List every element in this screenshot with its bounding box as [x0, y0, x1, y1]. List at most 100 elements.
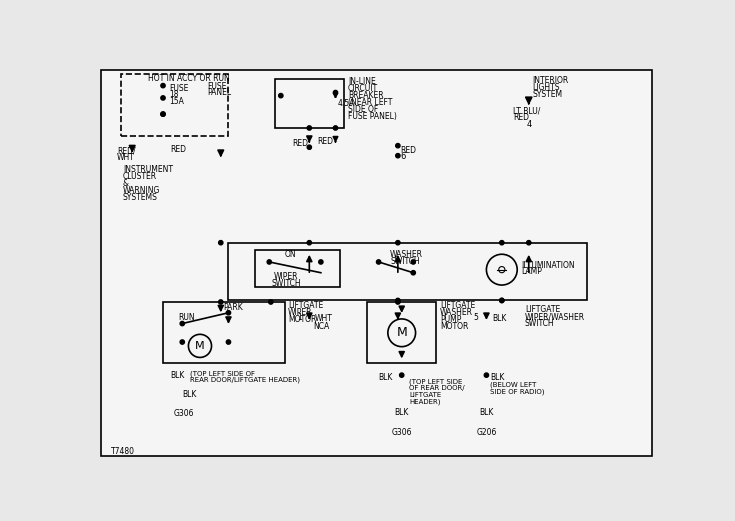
- Circle shape: [161, 112, 165, 116]
- Text: RED: RED: [171, 145, 187, 154]
- Text: CLUSTER: CLUSTER: [123, 172, 157, 181]
- Circle shape: [395, 299, 400, 303]
- Text: FUSE PANEL): FUSE PANEL): [348, 112, 397, 121]
- Circle shape: [526, 241, 531, 245]
- Text: HEADER): HEADER): [409, 399, 441, 405]
- Text: M: M: [196, 341, 205, 351]
- Text: LAMP: LAMP: [521, 267, 542, 277]
- Text: REAR DOOR/LIFTGATE HEADER): REAR DOOR/LIFTGATE HEADER): [190, 377, 300, 383]
- Text: BLK: BLK: [378, 373, 392, 382]
- Text: FUSE: FUSE: [169, 84, 189, 93]
- Text: WHT: WHT: [404, 320, 421, 330]
- Text: G306: G306: [173, 409, 194, 418]
- Text: 6: 6: [400, 152, 406, 161]
- Text: SYSTEM: SYSTEM: [533, 90, 563, 98]
- Text: (TOP LEFT SIDE: (TOP LEFT SIDE: [409, 378, 463, 384]
- Text: T7480: T7480: [111, 447, 135, 456]
- Text: HOT IN ACCY OR RUN: HOT IN ACCY OR RUN: [148, 74, 229, 83]
- Text: RED: RED: [513, 114, 529, 122]
- Text: BLK: BLK: [395, 407, 409, 417]
- Text: RED: RED: [293, 139, 309, 148]
- Circle shape: [180, 321, 184, 326]
- Circle shape: [218, 300, 223, 304]
- Text: (TOP LEFT SIDE OF: (TOP LEFT SIDE OF: [190, 370, 255, 377]
- Text: RED: RED: [317, 138, 333, 146]
- Bar: [229, 243, 587, 301]
- Circle shape: [226, 340, 231, 344]
- Text: LIFTGATE: LIFTGATE: [525, 305, 560, 314]
- Text: (BELOW LEFT: (BELOW LEFT: [490, 381, 537, 388]
- Text: PANEL: PANEL: [208, 88, 232, 97]
- Text: BLK/: BLK/: [404, 315, 420, 324]
- Circle shape: [307, 145, 312, 150]
- Text: RED/: RED/: [117, 146, 135, 156]
- Text: PARK: PARK: [223, 303, 243, 312]
- Circle shape: [334, 91, 337, 95]
- Bar: [255, 250, 340, 287]
- Text: SYSTEMS: SYSTEMS: [123, 193, 158, 202]
- Text: G306: G306: [392, 428, 412, 438]
- Text: MOTOR: MOTOR: [440, 322, 469, 331]
- Circle shape: [500, 241, 504, 245]
- Text: FUSE: FUSE: [208, 82, 227, 91]
- Text: WASHER: WASHER: [440, 308, 473, 317]
- Bar: [367, 302, 437, 363]
- Text: (NEAR LEFT: (NEAR LEFT: [348, 98, 392, 107]
- Circle shape: [411, 260, 415, 264]
- Text: 1: 1: [297, 313, 301, 322]
- Text: &: &: [123, 179, 129, 188]
- Circle shape: [307, 241, 312, 245]
- Text: 8: 8: [385, 313, 390, 322]
- Circle shape: [400, 373, 404, 377]
- Circle shape: [395, 241, 400, 245]
- Text: OF REAR DOOR/: OF REAR DOOR/: [409, 385, 465, 391]
- Circle shape: [395, 300, 400, 304]
- Circle shape: [161, 112, 165, 116]
- Text: 18: 18: [169, 90, 179, 100]
- Circle shape: [161, 96, 165, 100]
- Text: SWITCH: SWITCH: [525, 319, 554, 328]
- Text: BREAKER: BREAKER: [348, 91, 384, 100]
- Circle shape: [395, 143, 400, 148]
- Text: ILLUMINATION: ILLUMINATION: [521, 260, 575, 269]
- Circle shape: [395, 154, 400, 158]
- Text: 4: 4: [526, 120, 531, 129]
- Circle shape: [269, 300, 273, 304]
- Text: SWITCH: SWITCH: [390, 257, 420, 266]
- Text: G206: G206: [476, 428, 497, 438]
- Text: WASHER: WASHER: [390, 250, 423, 259]
- Text: MOTOR: MOTOR: [287, 315, 316, 324]
- Text: LT BLU/: LT BLU/: [513, 106, 541, 116]
- Text: LIGHTS: LIGHTS: [533, 83, 560, 92]
- Circle shape: [500, 299, 504, 303]
- Text: WHT: WHT: [117, 154, 135, 163]
- Bar: [163, 302, 284, 363]
- Circle shape: [500, 299, 504, 303]
- Circle shape: [267, 260, 271, 264]
- Text: LIFTGATE: LIFTGATE: [409, 392, 442, 398]
- Circle shape: [279, 93, 283, 98]
- Text: LIFTGATE: LIFTGATE: [440, 301, 476, 311]
- Circle shape: [180, 340, 184, 344]
- Text: M: M: [396, 326, 407, 339]
- Text: RUN: RUN: [179, 313, 195, 322]
- Text: WARNING: WARNING: [123, 186, 160, 195]
- Circle shape: [411, 270, 415, 275]
- Text: LIFTGATE: LIFTGATE: [287, 301, 323, 311]
- Text: CIRCUIT: CIRCUIT: [348, 84, 378, 93]
- Circle shape: [307, 126, 312, 130]
- Circle shape: [226, 311, 231, 315]
- Text: PUMP: PUMP: [440, 315, 462, 324]
- Circle shape: [161, 83, 165, 88]
- Text: 4.5A: 4.5A: [338, 99, 355, 108]
- Text: WIPER/WASHER: WIPER/WASHER: [525, 312, 585, 321]
- Text: BLK: BLK: [490, 373, 505, 382]
- Text: WIPER: WIPER: [274, 272, 298, 281]
- Circle shape: [484, 373, 489, 377]
- Text: NCA: NCA: [251, 322, 267, 331]
- Text: BLK: BLK: [182, 390, 197, 399]
- Text: SIDE OF: SIDE OF: [348, 105, 378, 114]
- Circle shape: [334, 126, 337, 130]
- Circle shape: [218, 241, 223, 245]
- Text: INSTRUMENT: INSTRUMENT: [123, 165, 173, 174]
